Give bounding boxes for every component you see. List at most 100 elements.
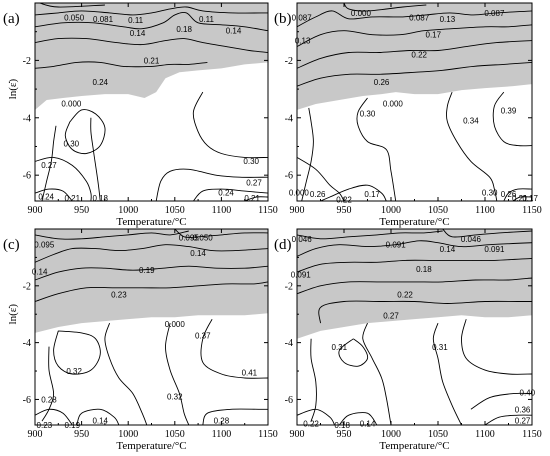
x-tick-label: 1100 xyxy=(212,429,232,440)
contour-line xyxy=(297,240,532,257)
x-tick-label: 1000 xyxy=(118,429,138,440)
contour-value-label: 0.091 xyxy=(484,245,505,254)
chart-panel-a: 0.050 0.081 0.11 0.11 0.14 0.18 0.14 0.21 0.24 0.… xyxy=(3,2,278,228)
y-tick-label: -2 xyxy=(285,281,293,292)
contour-value-label: 0.31 xyxy=(432,343,448,352)
contour-value-label: 0.13 xyxy=(295,36,311,45)
contour-line xyxy=(297,157,345,201)
contour-line xyxy=(297,61,532,87)
x-tick-label: 1150 xyxy=(258,429,278,440)
x-tick-label: 900 xyxy=(28,429,43,440)
y-tick-label: -4 xyxy=(23,113,31,124)
x-axis-label: Temperature/°C xyxy=(379,216,449,228)
contour-value-label: 0.14 xyxy=(92,417,108,426)
contour-value-label: 0.27 xyxy=(41,161,57,170)
contour-line xyxy=(297,230,443,240)
contour-value-label: 0.30 xyxy=(243,157,259,166)
contour-value-label: 0.22 xyxy=(397,290,413,299)
contour-line xyxy=(35,156,92,201)
contour-value-label: 0.14 xyxy=(226,26,242,35)
contour-line xyxy=(297,40,532,69)
contour-value-label: 0.22 xyxy=(411,51,427,60)
contour-line xyxy=(470,392,532,410)
contour-line xyxy=(39,3,105,8)
y-tick-label: -4 xyxy=(23,338,31,349)
contour-line xyxy=(244,196,268,201)
contour-value-label: 0.19 xyxy=(139,266,155,275)
contour-line xyxy=(484,414,532,425)
y-tick-label: -2 xyxy=(23,56,31,67)
contour-line xyxy=(297,24,532,48)
contour-line xyxy=(362,322,392,425)
x-tick-label: 950 xyxy=(74,205,89,216)
contour-value-label: 0.18 xyxy=(92,194,108,203)
contour-value-label: 0.30 xyxy=(64,140,80,149)
contour-line xyxy=(320,184,387,201)
contour-value-label: 0.14 xyxy=(440,245,456,254)
contour-value-label: 0.14 xyxy=(130,29,146,38)
contour-value-label: 0.21 xyxy=(512,194,528,203)
contour-line xyxy=(297,257,532,273)
x-tick-label: 900 xyxy=(290,205,305,216)
contour-line xyxy=(343,3,427,12)
plot-area xyxy=(297,229,532,425)
contour-line xyxy=(35,408,73,425)
contour-value-label: 0.27 xyxy=(515,417,531,426)
contour-line xyxy=(53,330,101,375)
contour-line xyxy=(35,244,268,263)
contour-value-label: 0.21 xyxy=(64,194,80,203)
contour-value-label: 0.27 xyxy=(246,178,262,187)
chart-panel-b: 0.087 0.000 0.087 0.13 0.087 0.13 0.17 0.22 0.26… xyxy=(274,2,542,228)
y-tick-label: -2 xyxy=(285,56,293,67)
x-tick-label: 1050 xyxy=(428,429,448,440)
contour-line xyxy=(193,188,268,201)
x-axis-label: Temperature/°C xyxy=(116,440,186,452)
contour-value-label: 0.000 xyxy=(61,99,82,108)
contour-line xyxy=(503,188,532,201)
contour-line xyxy=(356,97,397,201)
x-axis-label: Temperature/°C xyxy=(379,440,449,452)
contour-value-label: 0.23 xyxy=(111,290,127,299)
contour-value-label: 0.24 xyxy=(218,188,234,197)
x-axis-label: Temperature/°C xyxy=(116,216,186,228)
contour-line xyxy=(297,408,335,425)
contour-value-label: 0.087 xyxy=(292,13,313,22)
panel-label: (b) xyxy=(274,11,292,27)
contour-line xyxy=(165,323,190,425)
contour-line xyxy=(35,188,73,201)
contour-line xyxy=(492,91,532,147)
contour-line xyxy=(104,322,148,425)
contour-line xyxy=(35,37,268,53)
contour-line xyxy=(446,91,498,201)
contour-value-label: 0.095 xyxy=(34,241,55,250)
contour-value-label: 0.000 xyxy=(351,9,372,18)
contour-value-label: 0.091 xyxy=(291,270,312,279)
contour-value-label: 0.24 xyxy=(92,78,108,87)
contour-value-label: 0.21 xyxy=(144,56,160,65)
contour-line xyxy=(202,408,268,425)
contour-value-label: 0.27 xyxy=(383,312,399,321)
contour-line xyxy=(41,125,57,201)
contour-value-label: 0.087 xyxy=(484,9,505,18)
panel-label: (a) xyxy=(3,11,20,27)
contour-line xyxy=(442,229,532,238)
panel-label: (c) xyxy=(3,237,20,253)
contour-value-label: 0.41 xyxy=(242,368,258,377)
panel-label: (d) xyxy=(274,237,292,253)
contour-value-label: 0.046 xyxy=(461,235,482,244)
x-tick-label: 1150 xyxy=(258,205,278,216)
contour-line xyxy=(318,300,532,324)
contour-value-label: 0.050 xyxy=(64,13,85,22)
contour-line xyxy=(301,107,314,201)
contour-line xyxy=(35,61,208,69)
contour-value-label: 0.000 xyxy=(289,188,310,197)
contour-value-label: 0.30 xyxy=(482,188,498,197)
contour-value-label: 0.046 xyxy=(292,235,313,244)
contour-line xyxy=(41,346,55,422)
contour-value-label: 0.26 xyxy=(310,190,326,199)
instability-region xyxy=(35,3,268,110)
contour-line xyxy=(90,117,101,201)
contour-value-label: 0.13 xyxy=(440,15,456,24)
contour-value-label: 0.18 xyxy=(176,25,192,34)
